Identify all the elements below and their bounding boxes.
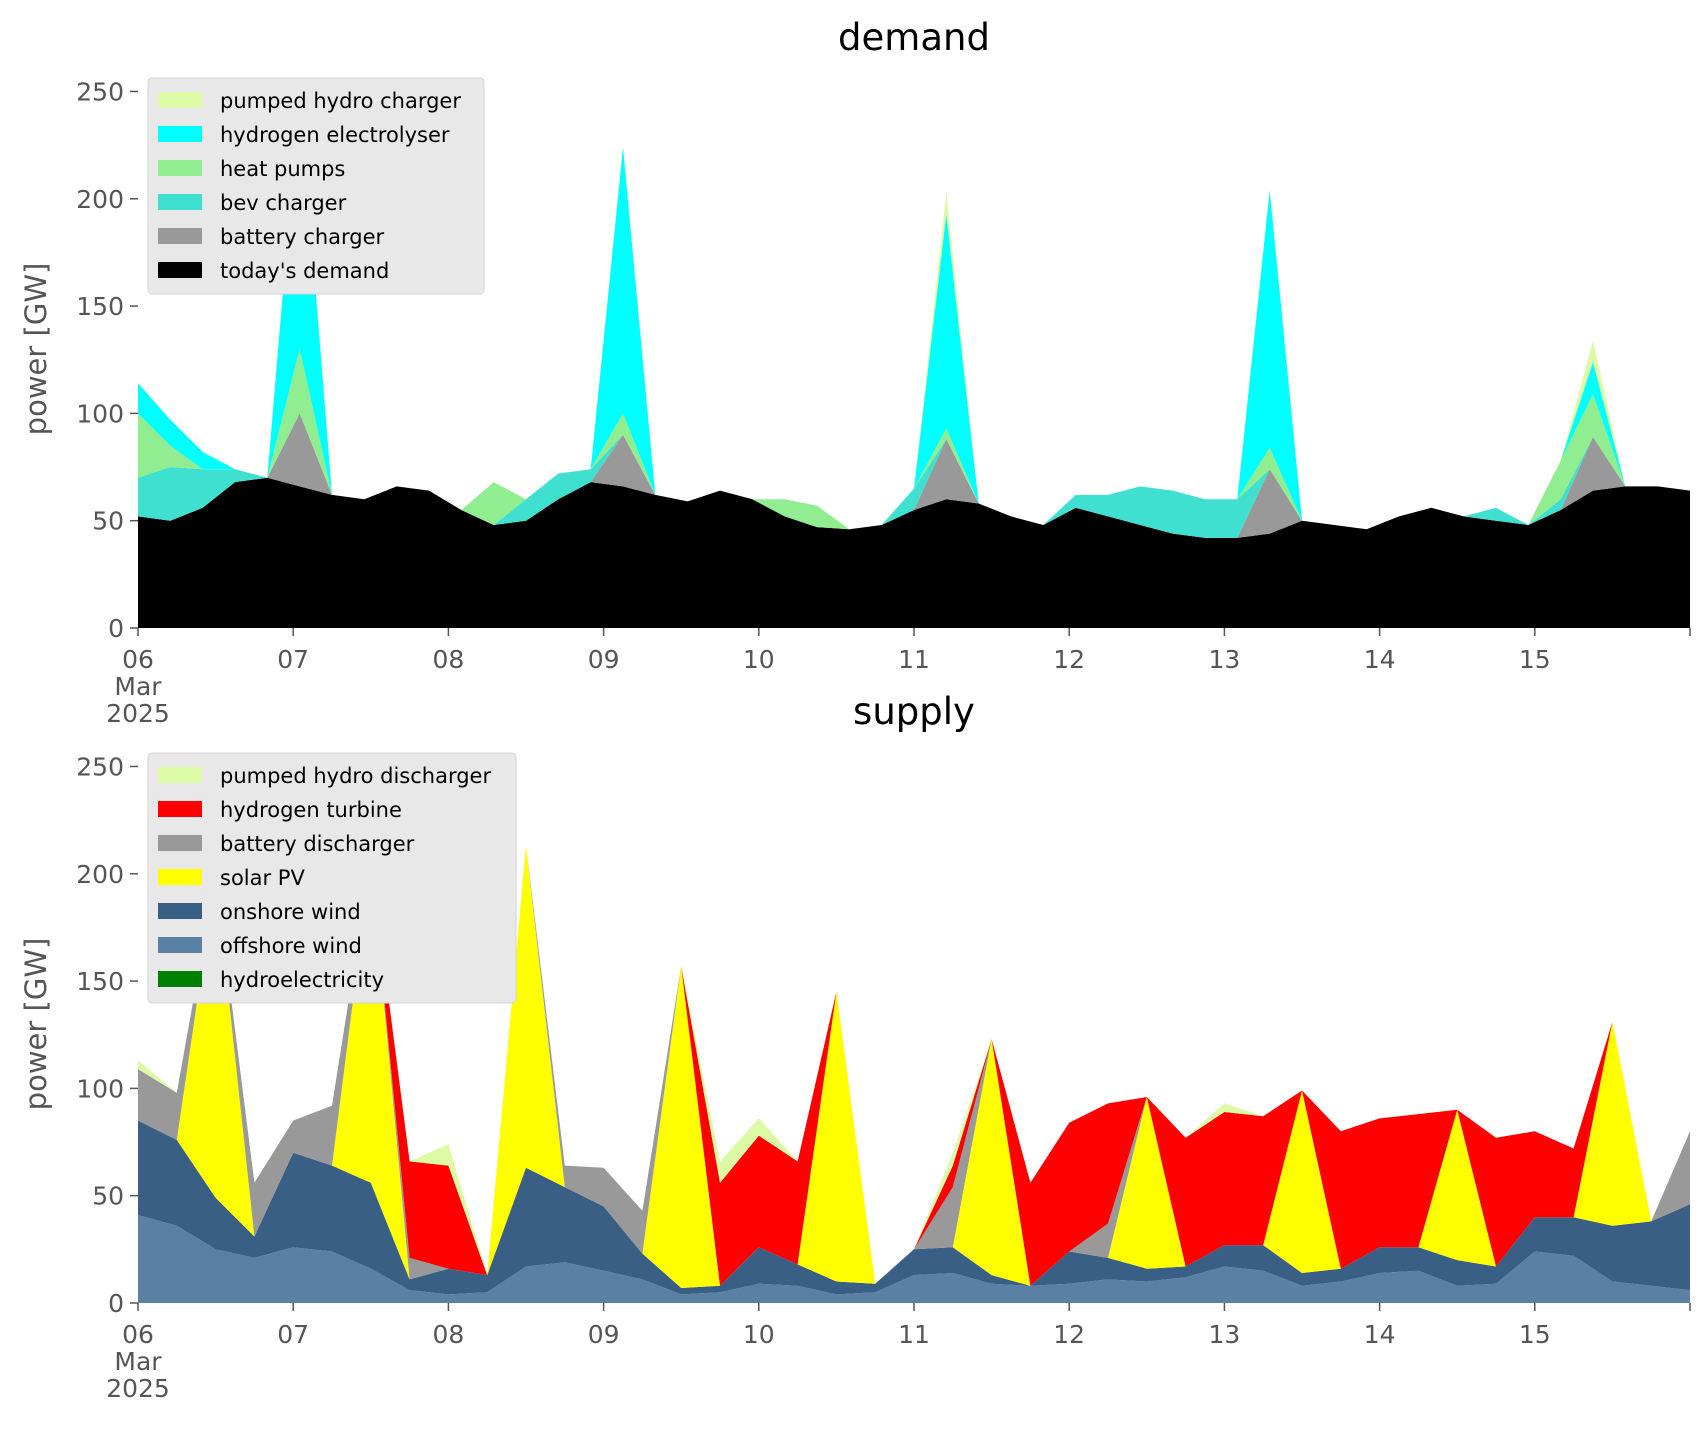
legend-label-pumped-hydro-charger: pumped hydro charger bbox=[220, 89, 461, 113]
legend-swatch-onshore-wind bbox=[158, 903, 202, 919]
x-tick-label: 11 bbox=[898, 645, 930, 674]
x-tick-month: Mar bbox=[114, 672, 162, 701]
chart-title: supply bbox=[853, 690, 975, 733]
x-tick-label: 12 bbox=[1053, 645, 1085, 674]
area-series-onshore-wind bbox=[138, 1120, 1690, 1295]
x-tick-label: 07 bbox=[277, 645, 309, 674]
legend-swatch-today-s-demand bbox=[158, 262, 202, 278]
x-tick-label: 13 bbox=[1208, 1320, 1240, 1349]
x-tick-label: 11 bbox=[898, 1320, 930, 1349]
legend-label-solar-pv: solar PV bbox=[220, 866, 305, 890]
y-axis-label: power [GW] bbox=[19, 263, 53, 436]
legend: pumped hydro discharger hydrogen turbine b… bbox=[147, 752, 517, 1004]
demand-panel: demand 0 50 100 150 200 250 power [GW] 06 07 08 09 1… bbox=[19, 16, 1691, 728]
y-tick-label: 250 bbox=[76, 77, 124, 106]
x-tick-month: Mar bbox=[114, 1347, 162, 1376]
x-tick-label: 07 bbox=[277, 1320, 309, 1349]
x-tick-label: 14 bbox=[1364, 645, 1396, 674]
x-tick-label: 12 bbox=[1053, 1320, 1085, 1349]
legend-label-heat-pumps: heat pumps bbox=[220, 157, 345, 181]
legend-box bbox=[147, 752, 517, 1004]
y-tick-label: 0 bbox=[108, 614, 124, 643]
x-tick-label: 08 bbox=[432, 645, 464, 674]
legend-swatch-pumped-hydro-charger bbox=[158, 92, 202, 108]
legend-label-battery-discharger: battery discharger bbox=[220, 832, 415, 856]
x-tick-label: 14 bbox=[1364, 1320, 1396, 1349]
y-tick-label: 200 bbox=[76, 185, 124, 214]
area-series-bev-charger bbox=[138, 413, 1690, 538]
legend-label-pumped-hydro-discharger: pumped hydro discharger bbox=[220, 764, 491, 788]
y-tick-label: 150 bbox=[76, 967, 124, 996]
legend-swatch-solar-pv bbox=[158, 869, 202, 885]
legend-label-battery-charger: battery charger bbox=[220, 225, 385, 249]
y-tick-label: 100 bbox=[76, 399, 124, 428]
legend-swatch-hydrogen-turbine bbox=[158, 801, 202, 817]
legend-label-onshore-wind: onshore wind bbox=[220, 900, 361, 924]
legend-swatch-battery-charger bbox=[158, 228, 202, 244]
legend-swatch-heat-pumps bbox=[158, 160, 202, 176]
legend-box bbox=[147, 77, 485, 295]
x-tick-label: 09 bbox=[588, 645, 620, 674]
x-tick-label: 06 bbox=[122, 645, 154, 674]
legend-swatch-pumped-hydro-discharger bbox=[158, 767, 202, 783]
x-tick-label: 09 bbox=[588, 1320, 620, 1349]
x-tick-label: 13 bbox=[1208, 645, 1240, 674]
x-tick-label: 15 bbox=[1519, 645, 1551, 674]
x-tick-year: 2025 bbox=[106, 699, 170, 728]
y-tick-label: 250 bbox=[76, 752, 124, 781]
legend-label-offshore-wind: offshore wind bbox=[220, 934, 362, 958]
x-tick-label: 15 bbox=[1519, 1320, 1551, 1349]
chart-title: demand bbox=[838, 16, 990, 59]
y-tick-label: 50 bbox=[92, 507, 124, 536]
legend-label-hydrogen-electrolyser: hydrogen electrolyser bbox=[220, 123, 450, 147]
area-series-today-s-demand bbox=[138, 477, 1690, 628]
x-tick-year: 2025 bbox=[106, 1374, 170, 1403]
legend-label-hydroelectricity: hydroelectricity bbox=[220, 968, 384, 992]
legend-label-hydrogen-turbine: hydrogen turbine bbox=[220, 798, 402, 822]
y-axis-label: power [GW] bbox=[19, 938, 53, 1111]
legend-swatch-hydroelectricity bbox=[158, 971, 202, 987]
legend-label-bev-charger: bev charger bbox=[220, 191, 347, 215]
x-tick-label: 06 bbox=[122, 1320, 154, 1349]
supply-panel: supply 0 50 100 150 200 250 power [GW] 06 07 08 09 1… bbox=[19, 690, 1691, 1403]
y-tick-label: 150 bbox=[76, 292, 124, 321]
y-tick-label: 50 bbox=[92, 1182, 124, 1211]
legend: pumped hydro charger hydrogen electrolyse… bbox=[147, 77, 485, 295]
y-tick-label: 200 bbox=[76, 860, 124, 889]
legend-label-today-s-demand: today's demand bbox=[220, 259, 389, 283]
area-series-solar-pv bbox=[138, 845, 1690, 1288]
area-series-offshore-wind bbox=[138, 1215, 1690, 1303]
legend-swatch-bev-charger bbox=[158, 194, 202, 210]
x-tick-label: 10 bbox=[743, 1320, 775, 1349]
legend-swatch-offshore-wind bbox=[158, 937, 202, 953]
legend-swatch-battery-discharger bbox=[158, 835, 202, 851]
legend-swatch-hydrogen-electrolyser bbox=[158, 126, 202, 142]
x-tick-label: 10 bbox=[743, 645, 775, 674]
y-tick-label: 0 bbox=[108, 1289, 124, 1318]
y-tick-label: 100 bbox=[76, 1074, 124, 1103]
x-tick-label: 08 bbox=[432, 1320, 464, 1349]
